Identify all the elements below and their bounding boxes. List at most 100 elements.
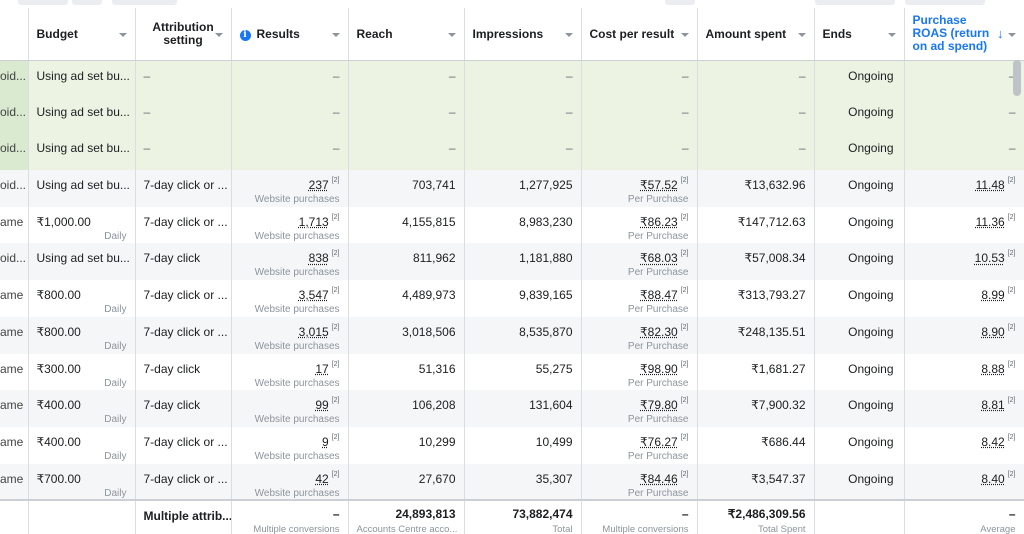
- chevron-down-icon[interactable]: [447, 33, 456, 37]
- chevron-down-icon[interactable]: [797, 33, 806, 37]
- campaign-name[interactable]: ame: [0, 434, 24, 449]
- results-value[interactable]: 42: [315, 471, 329, 486]
- table-row[interactable]: ame ₹1,000.00 Daily 7-day click or ... 1,713…: [0, 206, 1024, 244]
- results-value[interactable]: 237: [308, 178, 329, 193]
- column-header-amount-spent[interactable]: Amount spent: [697, 8, 815, 61]
- column-header-ends[interactable]: Ends: [814, 8, 905, 61]
- reach-cell: 3,018,506: [348, 316, 465, 354]
- attribution-mark: [2]: [1007, 177, 1016, 185]
- campaign-name[interactable]: ame: [0, 361, 24, 376]
- table-row[interactable]: ame ₹800.00 Daily 7-day click or ... 3,547 [2…: [0, 280, 1024, 317]
- purchase-roas-value[interactable]: 10.53: [974, 251, 1005, 266]
- campaign-name[interactable]: oid...: [0, 141, 27, 156]
- campaign-name[interactable]: ame: [0, 471, 24, 486]
- attribution-value: 7-day click or ...: [143, 288, 228, 303]
- budget-type: Daily: [104, 304, 127, 316]
- campaign-name[interactable]: oid...: [0, 178, 27, 193]
- campaign-name[interactable]: ame: [0, 398, 24, 413]
- purchase-roas-value[interactable]: 8.88: [981, 361, 1005, 376]
- column-header-purchase-roas[interactable]: Purchase ROAS (return on ad spend) ↓: [904, 8, 1024, 61]
- toolbar-tab[interactable]: [665, 0, 695, 5]
- cost-per-result-value[interactable]: ₹79.80: [640, 398, 678, 413]
- column-header-name[interactable]: [0, 8, 29, 61]
- cost-per-result-value[interactable]: ₹98.90: [640, 361, 678, 376]
- chevron-down-icon[interactable]: [118, 33, 127, 37]
- reach-cell: –: [348, 60, 465, 97]
- purchase-roas-value[interactable]: 8.90: [981, 324, 1005, 339]
- cost-per-result-value[interactable]: ₹82.30: [640, 324, 678, 339]
- toolbar-tab[interactable]: [72, 0, 102, 5]
- results-value[interactable]: 3,015: [298, 324, 329, 339]
- attribution-mark: [2]: [331, 360, 340, 368]
- chevron-down-icon[interactable]: [331, 33, 340, 37]
- chevron-down-icon[interactable]: [680, 33, 689, 37]
- purchase-roas-value[interactable]: 8.81: [981, 398, 1005, 413]
- table-row[interactable]: oid... Using ad set bu... 7-day click 838 [2…: [0, 243, 1024, 281]
- table-row[interactable]: ame ₹300.00 Daily 7-day click 17 [2] Website p…: [0, 353, 1024, 391]
- campaign-name[interactable]: oid...: [0, 104, 27, 119]
- table-row[interactable]: oid...Using ad set bu...––––––Ongoing–: [0, 133, 1024, 171]
- sort-descending-icon[interactable]: ↓: [997, 26, 1004, 41]
- campaign-name[interactable]: ame: [0, 288, 24, 303]
- campaign-name[interactable]: ame: [0, 324, 24, 339]
- cost-per-result-value[interactable]: ₹88.47: [640, 288, 678, 303]
- amount-spent-value: ₹1,681.27: [751, 361, 806, 376]
- purchase-roas-value[interactable]: 8.40: [981, 471, 1005, 486]
- chevron-down-icon[interactable]: [1007, 33, 1016, 37]
- column-header-attribution[interactable]: Attribution setting: [135, 8, 232, 61]
- cost-per-result-cell: ₹76.27 [2] Per Purchase: [581, 426, 698, 464]
- campaign-name[interactable]: oid...: [0, 251, 27, 266]
- column-header-impressions[interactable]: Impressions: [464, 8, 582, 61]
- impressions-value: –: [565, 68, 573, 83]
- purchase-roas-value[interactable]: 8.99: [981, 288, 1005, 303]
- cost-per-result-value[interactable]: ₹84.46: [640, 471, 678, 486]
- info-icon[interactable]: i: [239, 29, 251, 41]
- amount-spent-value: ₹13,632.96: [744, 178, 806, 193]
- budget-type: Daily: [104, 377, 127, 389]
- chevron-down-icon[interactable]: [564, 33, 573, 37]
- results-value[interactable]: 99: [315, 398, 329, 413]
- column-header-budget[interactable]: Budget: [28, 8, 136, 61]
- attribution-mark: [2]: [331, 323, 340, 331]
- table-row[interactable]: oid...Using ad set bu...––––––Ongoing–: [0, 60, 1024, 97]
- budget-value: Using ad set bu...: [36, 251, 130, 266]
- results-cell: –: [231, 60, 349, 97]
- toolbar-tab[interactable]: [815, 0, 895, 5]
- table-row[interactable]: oid... Using ad set bu... 7-day click or .…: [0, 170, 1024, 207]
- vertical-scrollbar[interactable]: [1013, 60, 1021, 96]
- budget-value: Using ad set bu...: [36, 178, 130, 193]
- column-header-reach[interactable]: Reach: [348, 8, 465, 61]
- table-row[interactable]: oid...Using ad set bu...––––––Ongoing–: [0, 96, 1024, 134]
- chevron-down-icon[interactable]: [887, 33, 896, 37]
- cost-per-result-value[interactable]: ₹86.23: [640, 214, 678, 229]
- table-row[interactable]: ame ₹800.00 Daily 7-day click or ... 3,015 [2…: [0, 316, 1024, 354]
- impressions-value: 9,839,165: [519, 288, 573, 303]
- campaign-name[interactable]: ame: [0, 214, 24, 229]
- purchase-roas-value[interactable]: 8.42: [981, 434, 1005, 449]
- purchase-roas-value[interactable]: 11.48: [975, 178, 1005, 193]
- cost-per-result-value[interactable]: ₹57.52: [640, 178, 678, 193]
- toolbar-tab[interactable]: [18, 0, 68, 5]
- toolbar-tab[interactable]: [905, 0, 985, 5]
- amount-spent-cell: ₹57,008.34: [697, 243, 815, 281]
- column-header-results[interactable]: i Results: [231, 8, 349, 61]
- results-value[interactable]: 3,547: [298, 288, 329, 303]
- column-header-cost-per-result[interactable]: Cost per result: [581, 8, 698, 61]
- cost-per-result-value[interactable]: ₹76.27: [640, 434, 678, 449]
- toolbar-tab[interactable]: [112, 0, 177, 5]
- cost-per-result-value[interactable]: ₹68.03: [640, 251, 678, 266]
- purchase-roas-value[interactable]: 11.36: [975, 214, 1005, 229]
- results-value[interactable]: 838: [308, 251, 329, 266]
- table-row[interactable]: ame ₹400.00 Daily 7-day click or ... 9 [2] Web…: [0, 426, 1024, 464]
- results-value[interactable]: 17: [315, 361, 329, 376]
- table-row[interactable]: ame ₹700.00 Daily 7-day click or ... 42 [2] We…: [0, 463, 1024, 501]
- results-value[interactable]: 9: [322, 434, 329, 449]
- budget-type: Daily: [104, 487, 127, 499]
- chevron-down-icon[interactable]: [214, 33, 223, 37]
- results-value[interactable]: 1,713: [298, 214, 329, 229]
- campaign-name[interactable]: oid...: [0, 68, 27, 83]
- attribution-cell: 7-day click: [135, 243, 232, 281]
- table-row[interactable]: ame ₹400.00 Daily 7-day click 99 [2] Website p…: [0, 390, 1024, 427]
- attribution-mark: [2]: [1007, 287, 1016, 295]
- reach-value: –: [448, 68, 456, 83]
